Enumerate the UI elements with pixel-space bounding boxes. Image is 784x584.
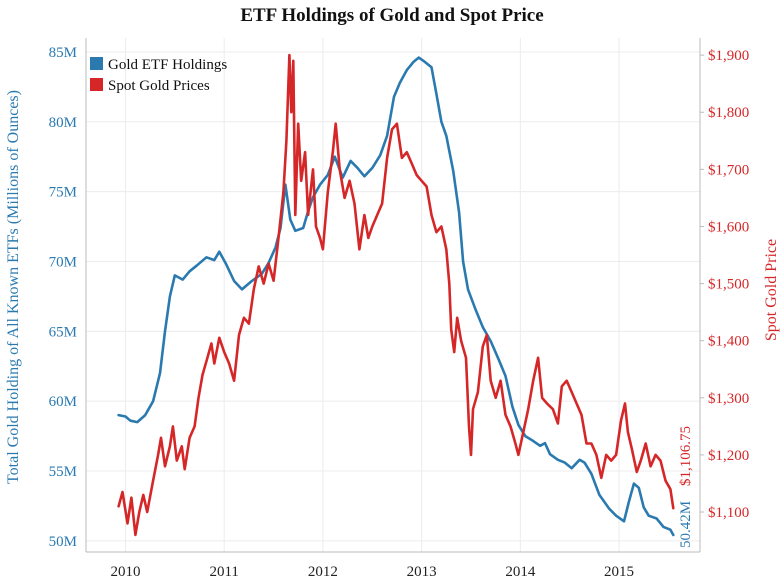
right-tick-label: $1,300: [708, 391, 749, 407]
left-y-ticks: 50M 55M 60M 65M 70M 75M 80M 85M: [49, 45, 77, 550]
legend: Gold ETF Holdings Spot Gold Prices: [90, 57, 227, 94]
left-tick-label: 85M: [49, 45, 77, 61]
x-tick-label: 2013: [407, 564, 437, 580]
etf-end-label: 50.42M: [678, 501, 694, 548]
left-tick-label: 75M: [49, 185, 77, 201]
right-tick-label: $1,500: [708, 277, 749, 293]
x-ticks: 2010 2011 2012 2013 2014 2015: [110, 564, 634, 580]
left-axis-title: Total Gold Holding of All Known ETFs (Mi…: [5, 90, 22, 484]
grid: [86, 38, 700, 552]
axes-frame: [85, 38, 701, 553]
right-tick-label: $1,100: [708, 505, 749, 521]
left-tick-label: 55M: [49, 464, 77, 480]
right-tick-label: $1,800: [708, 105, 749, 121]
series-lines: [117, 53, 675, 537]
x-tick-label: 2014: [505, 564, 536, 580]
legend-swatch-gold: [90, 78, 103, 91]
left-tick-label: 80M: [49, 115, 77, 131]
x-tick-label: 2010: [110, 564, 140, 580]
left-tick-label: 70M: [49, 254, 77, 270]
left-tick-label: 50M: [49, 534, 77, 550]
right-tick-label: $1,400: [708, 334, 749, 350]
left-tick-label: 60M: [49, 394, 77, 410]
right-axis-title: Spot Gold Price: [763, 239, 780, 341]
right-y-ticks: $1,100 $1,200 $1,300 $1,400 $1,500 $1,600 $1,7…: [700, 48, 749, 521]
right-tick-label: $1,900: [708, 48, 749, 64]
x-tick-label: 2015: [604, 564, 634, 580]
x-tick-label: 2012: [308, 564, 338, 580]
left-tick-label: 65M: [49, 324, 77, 340]
spot-gold-price-line: [117, 53, 675, 537]
legend-label-etf: Gold ETF Holdings: [108, 57, 227, 73]
legend-label-gold: Spot Gold Prices: [108, 78, 210, 94]
legend-swatch-etf: [90, 57, 103, 70]
right-tick-label: $1,200: [708, 448, 749, 464]
x-tick-label: 2011: [209, 564, 238, 580]
right-tick-label: $1,600: [708, 219, 749, 235]
right-tick-label: $1,700: [708, 162, 749, 178]
gold-end-label: $1,106.75: [678, 426, 694, 486]
chart-title: ETF Holdings of Gold and Spot Price: [240, 5, 543, 26]
etf-holdings-line: [117, 56, 675, 537]
